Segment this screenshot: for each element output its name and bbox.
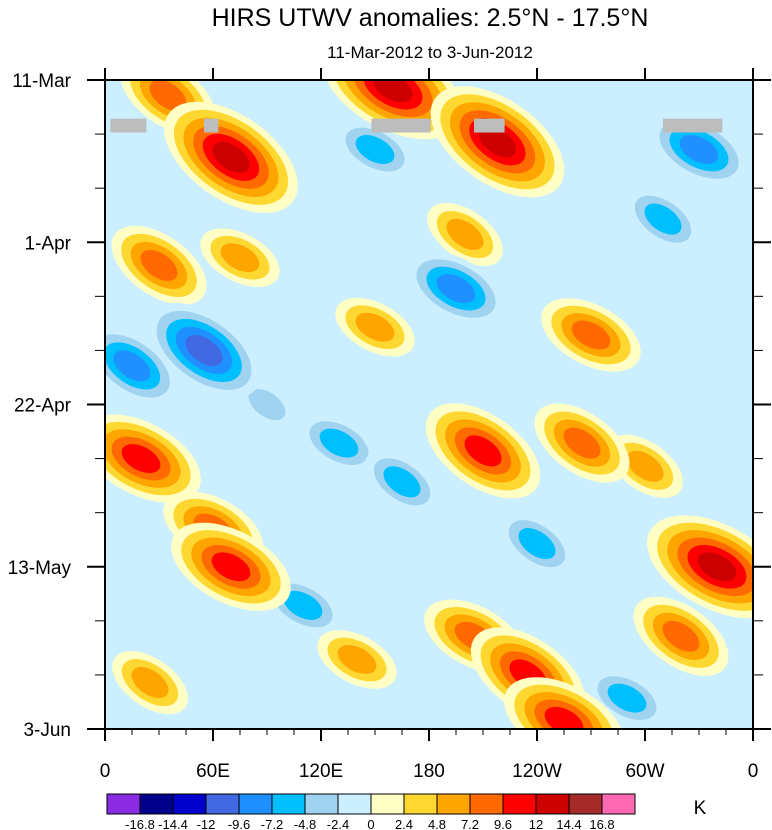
missing-data-patch — [663, 118, 723, 133]
missing-data-patch — [110, 118, 147, 133]
colorbar-swatch — [436, 793, 471, 815]
anomaly-contour — [319, 428, 359, 458]
anomaly-contour — [436, 274, 476, 304]
colorbar-level-label: 12 — [529, 817, 543, 830]
y-tick-label: 3-Jun — [23, 720, 71, 741]
colorbar-swatch — [370, 793, 405, 815]
colorbar-level-label: 2.4 — [395, 817, 413, 830]
colorbar-level-label: 4.8 — [428, 817, 446, 830]
colorbar-swatch — [502, 793, 537, 815]
x-tick-label: 120E — [299, 761, 343, 782]
colorbar-swatch — [469, 793, 504, 815]
colorbar-swatch — [238, 793, 273, 815]
anomaly-contour — [220, 243, 260, 273]
colorbar-level-label: -7.2 — [261, 817, 283, 830]
anomaly-field — [105, 80, 753, 729]
y-tick-label: 13-May — [8, 558, 72, 579]
anomaly-contour — [571, 320, 611, 350]
anomaly-contour — [662, 620, 700, 652]
axes: 0 60E 120E 180 120W 60W 0 11-Mar 1-Apr 22-Apr 13-M… — [8, 68, 771, 782]
colorbar: -16.8 -14.4 -12 -9.6 -7.2 -4.8 -2.4 0 2.4 4.8 7.2 9… — [106, 793, 636, 830]
colorbar-level-label: -16.8 — [125, 817, 155, 830]
y-tick-label: 11-Mar — [12, 71, 71, 92]
colorbar-level-label: 16.8 — [589, 817, 614, 830]
x-tick-label: 0 — [748, 761, 759, 782]
colorbar-swatch — [403, 793, 438, 815]
colorbar-level-label: -2.4 — [327, 817, 349, 830]
colorbar-swatch — [205, 793, 240, 815]
anomaly-contour — [355, 312, 395, 342]
anomaly-contour — [607, 683, 647, 713]
x-tick-label: 60E — [196, 761, 230, 782]
anomaly-contour — [644, 203, 682, 235]
colorbar-level-label: -12 — [197, 817, 216, 830]
y-tick-label: 22-Apr — [14, 396, 72, 417]
colorbar-level-label: -9.6 — [228, 817, 250, 830]
anomaly-contour — [212, 141, 250, 173]
colorbar-swatch — [271, 793, 306, 815]
anomaly-contour — [697, 552, 737, 582]
anomaly-contour — [464, 435, 502, 467]
anomaly-contour — [355, 135, 395, 164]
anomaly-contour — [283, 590, 323, 620]
anomaly-contour — [518, 528, 556, 560]
colorbar-swatch — [601, 793, 636, 815]
colorbar-swatch — [568, 793, 603, 815]
colorbar-swatch — [106, 793, 141, 815]
y-tick-label: 1-Apr — [25, 233, 72, 254]
anomaly-contour — [248, 388, 286, 421]
colorbar-unit: K — [694, 798, 707, 819]
anomaly-contour — [383, 466, 421, 498]
colorbar-level-label: -4.8 — [294, 817, 316, 830]
chart-subtitle: 11-Mar-2012 to 3-Jun-2012 — [327, 43, 533, 62]
missing-data-patch — [474, 118, 505, 133]
colorbar-level-label: 0 — [367, 817, 374, 830]
missing-data-patch — [371, 118, 431, 133]
colorbar-level-label: 9.6 — [494, 817, 512, 830]
x-tick-label: 0 — [100, 761, 111, 782]
anomaly-contour — [478, 126, 516, 158]
anomaly-contour — [563, 427, 601, 459]
colorbar-level-label: -14.4 — [158, 817, 188, 830]
colorbar-swatch — [535, 793, 570, 815]
anomaly-contour — [679, 135, 719, 164]
anomaly-contour — [131, 667, 169, 699]
anomaly-contour — [185, 334, 223, 366]
plot-area — [105, 80, 753, 729]
colorbar-level-label: 7.2 — [461, 817, 479, 830]
missing-data-patch — [204, 118, 219, 133]
colorbar-swatch — [337, 793, 372, 815]
anomaly-contour — [446, 218, 484, 251]
anomaly-contour — [337, 645, 377, 674]
x-tick-label: 120W — [512, 761, 562, 782]
x-tick-label: 180 — [413, 761, 445, 782]
anomaly-contour — [140, 249, 178, 281]
anomaly-contour — [113, 350, 151, 382]
chart-title: HIRS UTWV anomalies: 2.5°N - 17.5°N — [212, 4, 649, 32]
colorbar-swatch — [304, 793, 339, 815]
x-tick-label: 60W — [625, 761, 664, 782]
colorbar-swatch — [139, 793, 174, 815]
anomaly-contour — [149, 80, 187, 112]
anomaly-contour — [626, 450, 664, 482]
colorbar-swatch — [172, 793, 207, 815]
missing-data-layer — [110, 118, 723, 133]
colorbar-level-label: 14.4 — [556, 817, 581, 830]
anomaly-contour — [121, 444, 161, 474]
anomaly-contour — [211, 552, 251, 582]
